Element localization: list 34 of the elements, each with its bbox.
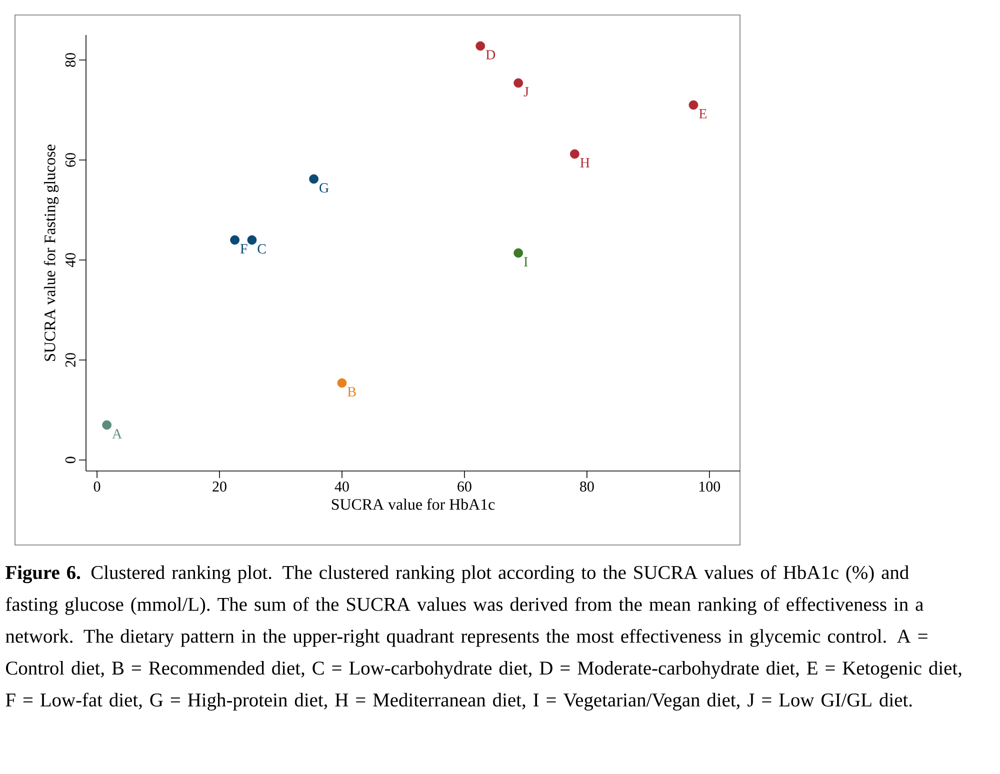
y-tick-label: 40	[65, 253, 76, 268]
point	[247, 235, 257, 245]
y-tick-label: 20	[65, 353, 76, 367]
y-axis-title: SUCRA value for Fasting glucose	[44, 144, 59, 361]
x-tick-label: 60	[458, 482, 472, 492]
y-tick-label: 60	[65, 153, 76, 167]
series-label: A	[112, 429, 122, 438]
y-tick-label: 80	[65, 53, 76, 67]
series-label: J	[524, 87, 529, 96]
series-label: F	[240, 244, 248, 254]
x-tick-label: 100	[700, 482, 720, 492]
series-label: C	[258, 244, 266, 254]
x-axis-title: SUCRA value for HbA1c	[332, 498, 495, 510]
x-tick-label: 0	[94, 482, 100, 492]
y-tick-label: 0	[65, 456, 76, 464]
series-label: G	[320, 183, 329, 193]
point	[570, 149, 580, 159]
series-label: E	[699, 109, 706, 118]
point	[230, 235, 240, 245]
x-tick-label: 40	[334, 482, 349, 492]
point	[476, 41, 486, 51]
text: Figure 6. Clustered ranking plot. The clustered ranking plot according to the SUCRA values of HbA1c (%) and fasting glucose (mmol/L). The sum of the SUCRA values was derived from the mean ranking of effectiveness in a network. The dietary pattern in the upper-right quadrant represents the most effectiveness in glycemic control. A = Control diet, B = Recommended diet, C = Low-carbohydrate diet, D = Moderate-carbohydrate diet, E = Ketogenic diet, F = Low-fat diet, G = High-protein diet, H = Mediterranean diet, I = Vegetarian/Vegan diet, J = Low GI/GL diet.	[6, 565, 962, 711]
series-label: D	[486, 50, 496, 60]
point	[309, 174, 319, 184]
point	[514, 248, 524, 258]
series-label: I	[524, 257, 528, 266]
point	[514, 78, 524, 88]
point	[688, 100, 698, 110]
x-tick-label: 80	[580, 482, 594, 492]
point	[337, 378, 347, 388]
series-label: H	[580, 158, 590, 168]
series-label: B	[348, 387, 356, 396]
x-tick-label: 20	[212, 482, 226, 492]
point	[102, 420, 112, 430]
